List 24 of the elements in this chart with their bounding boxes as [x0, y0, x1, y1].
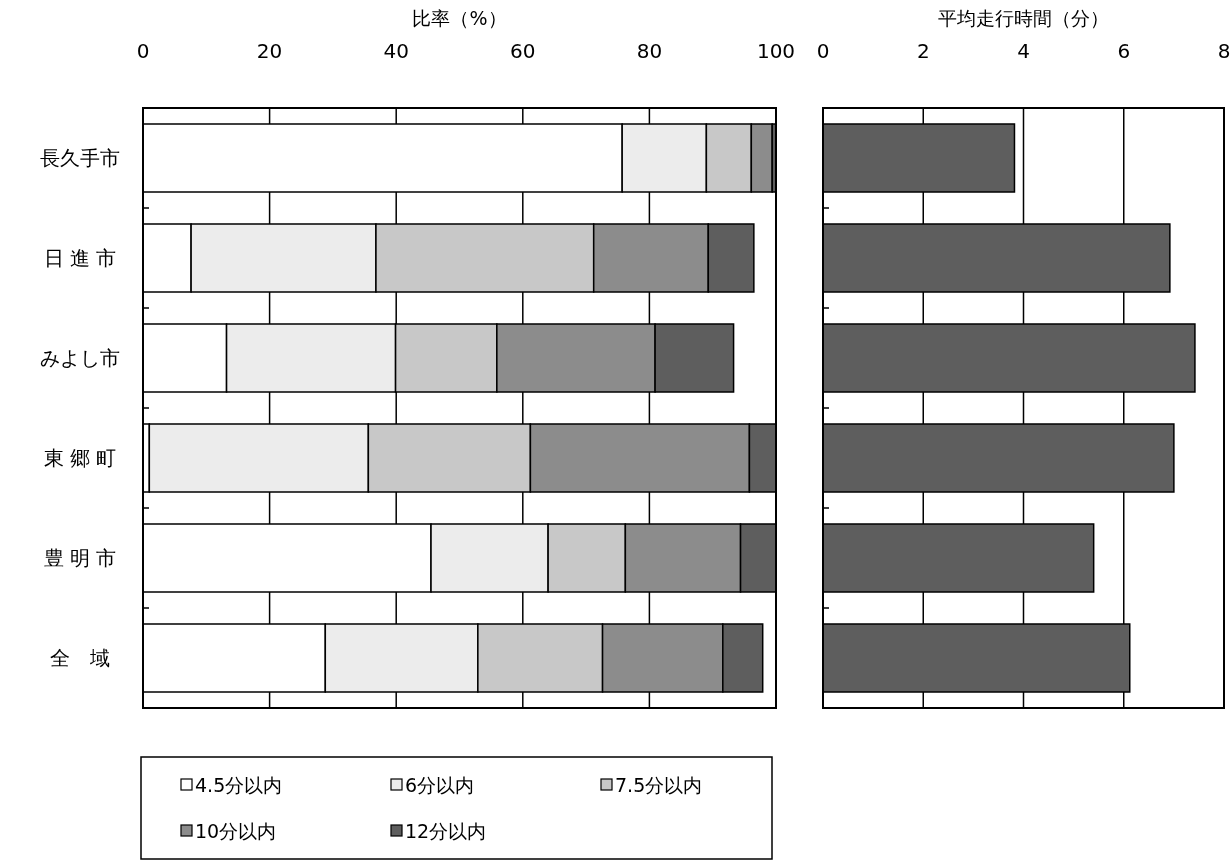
x-tick-label: 0	[136, 39, 150, 63]
x-tick-label: 40	[383, 39, 409, 63]
x-tick-label: 8	[1217, 39, 1231, 63]
y-tick-label: 豊 明 市	[43, 546, 117, 570]
x-tick-label: 20	[256, 39, 283, 63]
legend-label: 6分以内	[405, 774, 475, 796]
x-tick-label: 6	[1117, 39, 1131, 63]
y-tick-label: 全 域	[50, 646, 110, 670]
legend-label: 12分以内	[405, 820, 487, 842]
x-tick-label: 2	[916, 39, 930, 63]
y-tick-label: 長久手市	[40, 146, 120, 170]
x-tick-label: 4	[1017, 39, 1030, 63]
y-tick-label: 東 郷 町	[43, 446, 117, 470]
legend-label: 7.5分以内	[615, 774, 703, 796]
x-tick-label: 80	[636, 39, 663, 63]
x-axis-title: 比率（%）	[412, 7, 507, 29]
y-tick-label: みよし市	[40, 346, 120, 370]
x-tick-label: 0	[816, 39, 830, 63]
x-tick-label: 60	[510, 39, 536, 63]
x-axis-title: 平均走行時間（分）	[938, 7, 1109, 29]
legend-label: 10分以内	[195, 820, 277, 842]
x-tick-label: 100	[756, 39, 796, 63]
y-tick-label: 日 進 市	[43, 246, 117, 270]
legend-label: 4.5分以内	[195, 774, 283, 796]
